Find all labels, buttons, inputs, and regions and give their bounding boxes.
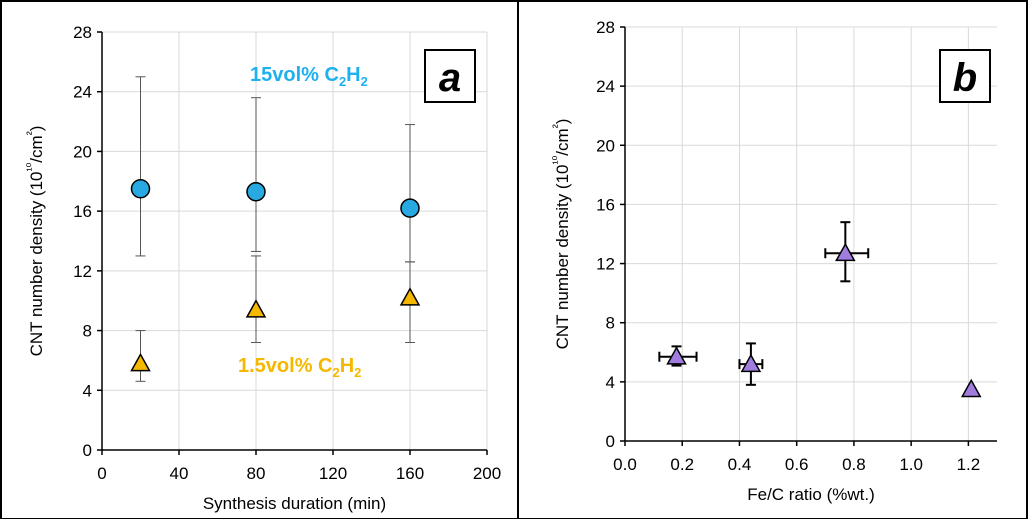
y-tick-label: 20 bbox=[596, 136, 615, 155]
panel-letter: a bbox=[439, 56, 461, 100]
y-tick-label: 28 bbox=[73, 23, 92, 42]
panel-letter: b bbox=[953, 56, 977, 100]
series-label-15vol: 15vol% C2H2 bbox=[250, 64, 368, 89]
y-tick-label: 24 bbox=[596, 77, 615, 96]
data-point-circle bbox=[400, 198, 420, 218]
x-tick-label: 160 bbox=[396, 464, 424, 483]
x-tick-label: 0.6 bbox=[785, 455, 809, 474]
x-tick-label: 40 bbox=[170, 464, 189, 483]
y-tick-label: 12 bbox=[73, 262, 92, 281]
y-tick-label: 8 bbox=[83, 322, 92, 341]
x-tick-label: 80 bbox=[247, 464, 266, 483]
x-tick-label: 0.2 bbox=[670, 455, 694, 474]
y-tick-label: 16 bbox=[73, 202, 92, 221]
x-tick-label: 0.8 bbox=[842, 455, 866, 474]
panel-letter-box bbox=[939, 49, 991, 103]
x-axis-title: Synthesis duration (min) bbox=[203, 494, 386, 513]
series-2 bbox=[130, 255, 421, 382]
data-point-triangle bbox=[245, 299, 267, 318]
data-point-circle bbox=[130, 179, 151, 199]
x-tick-label: 0.4 bbox=[728, 455, 752, 474]
x-tick-label: 200 bbox=[473, 464, 501, 483]
data-point-triangle bbox=[666, 346, 687, 365]
data-point-triangle bbox=[960, 378, 982, 398]
panel-b: 0 4 8 12 16 20 24 28 0.0 0.2 0.4 0.6 0.8 1.0 1.2 Fe/C r… bbox=[550, 18, 997, 504]
x-tick-label: 1.2 bbox=[957, 455, 981, 474]
y-axis-title: CNT number density (10¹⁰/cm²) bbox=[24, 126, 46, 357]
series-1 bbox=[130, 76, 420, 263]
y-tick-label: 0 bbox=[83, 441, 92, 460]
y-tick-label: 0 bbox=[606, 432, 615, 451]
y-tick-label: 12 bbox=[596, 255, 615, 274]
data-point-triangle bbox=[130, 352, 151, 372]
y-tick-label: 24 bbox=[73, 83, 92, 102]
data-point-circle bbox=[246, 181, 266, 202]
x-tick-label: 1.0 bbox=[899, 455, 923, 474]
data-point-triangle bbox=[399, 287, 421, 306]
x-tick-label: 0.0 bbox=[613, 455, 637, 474]
x-tick-label: 0 bbox=[97, 464, 106, 483]
y-tick-label: 16 bbox=[596, 195, 615, 214]
series-label-1-5vol: 1.5vol% C2H2 bbox=[238, 355, 361, 380]
x-tick-label: 120 bbox=[319, 464, 347, 483]
series-1 bbox=[658, 221, 982, 398]
x-axis-title: Fe/C ratio (%wt.) bbox=[747, 485, 875, 504]
y-tick-label: 28 bbox=[596, 18, 615, 37]
y-axis-title: CNT number density (10¹⁰/cm²) bbox=[550, 119, 572, 350]
data-point-triangle bbox=[835, 242, 856, 262]
y-tick-label: 4 bbox=[83, 381, 92, 400]
y-tick-label: 8 bbox=[606, 314, 615, 333]
y-tick-label: 4 bbox=[606, 373, 615, 392]
panel-letter-box bbox=[424, 49, 476, 103]
data-point-triangle bbox=[740, 353, 762, 373]
y-tick-label: 20 bbox=[73, 142, 92, 161]
panel-a: 0 4 8 12 16 20 24 28 0 40 80 120 160 200 Synthesis dur… bbox=[24, 23, 501, 513]
